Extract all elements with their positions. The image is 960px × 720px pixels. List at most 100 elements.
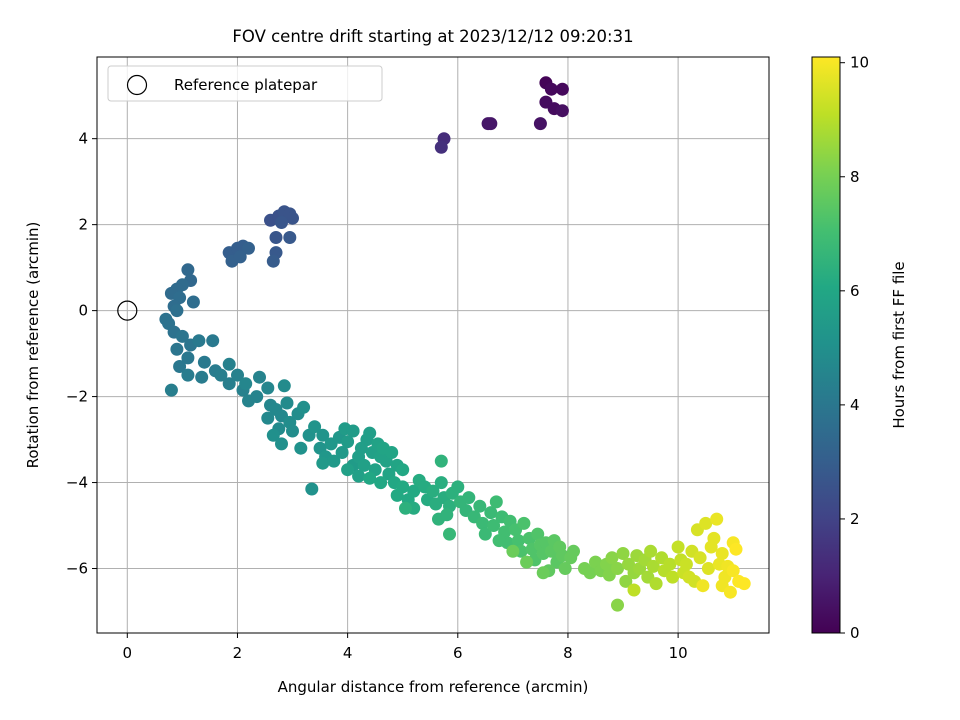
data-point — [671, 540, 685, 554]
data-point — [707, 531, 721, 545]
data-point — [222, 357, 236, 371]
data-point — [696, 579, 710, 593]
data-point — [611, 598, 624, 612]
x-axis-label: Angular distance from reference (arcmin) — [278, 678, 589, 696]
data-point — [181, 368, 195, 382]
data-point — [308, 420, 322, 434]
data-point — [195, 370, 209, 384]
data-point — [294, 441, 308, 455]
data-point — [627, 583, 641, 597]
data-point — [286, 424, 299, 438]
data-point — [666, 570, 680, 584]
colorbar-gradient — [811, 56, 841, 634]
data-point — [233, 250, 247, 264]
data-point — [517, 516, 531, 530]
data-point — [253, 370, 266, 384]
data-point — [374, 476, 388, 490]
data-point — [222, 377, 236, 391]
data-point — [275, 216, 288, 229]
y-tick-label: −2 — [66, 388, 88, 406]
data-point — [341, 463, 355, 477]
data-point — [192, 334, 206, 348]
data-point — [682, 570, 696, 584]
data-point — [175, 329, 189, 343]
data-point — [679, 557, 693, 571]
data-point — [649, 577, 663, 591]
data-point — [335, 446, 349, 459]
data-point — [239, 377, 253, 391]
data-point — [544, 82, 558, 96]
data-point — [164, 383, 178, 397]
data-point — [443, 527, 456, 541]
legend-marker-icon — [126, 74, 148, 96]
colorbar-tick-label: 2 — [850, 510, 860, 528]
y-tick-label: −6 — [66, 560, 88, 578]
plot-frame — [96, 56, 770, 634]
data-point — [646, 559, 660, 573]
data-point — [611, 562, 624, 575]
data-point — [214, 368, 228, 382]
x-tick-label: 4 — [343, 644, 353, 662]
y-tick-label: 2 — [78, 216, 88, 234]
data-point — [451, 480, 465, 494]
data-point — [250, 390, 264, 404]
data-point — [663, 557, 677, 571]
data-point — [710, 512, 724, 526]
y-tick-label: −4 — [66, 474, 88, 492]
data-point — [266, 254, 280, 268]
data-point — [473, 499, 487, 513]
data-point — [181, 263, 195, 277]
data-point — [283, 231, 297, 244]
data-point — [489, 495, 503, 509]
data-point — [699, 516, 713, 530]
y-axis-label: Rotation from reference (arcmin) — [24, 222, 42, 469]
data-point — [305, 482, 319, 496]
data-point — [520, 555, 534, 569]
data-point — [286, 211, 299, 225]
data-point — [555, 82, 569, 96]
data-point — [506, 544, 520, 558]
data-point — [605, 551, 619, 565]
y-axis-ticks: −6 −4 −2 0 2 4 — [66, 130, 97, 578]
x-tick-label: 6 — [453, 644, 463, 662]
data-point — [533, 117, 547, 131]
data-point — [242, 241, 255, 255]
data-point — [723, 585, 737, 599]
data-point — [206, 334, 220, 348]
data-point — [555, 104, 569, 118]
reference-point-marker — [117, 300, 138, 321]
data-point — [484, 117, 498, 131]
data-point — [316, 428, 330, 442]
data-point — [476, 516, 490, 530]
colorbar-tick-label: 6 — [850, 282, 860, 300]
data-point — [567, 544, 580, 558]
data-point — [619, 574, 633, 588]
x-tick-label: 0 — [123, 644, 133, 662]
data-point — [644, 544, 658, 558]
data-point — [266, 428, 280, 442]
data-point — [346, 424, 360, 438]
data-point — [399, 501, 412, 515]
data-point — [531, 527, 545, 541]
data-point — [558, 562, 572, 575]
reference-marker-group — [117, 300, 138, 321]
data-point — [715, 547, 729, 560]
data-point — [170, 342, 184, 356]
data-point — [173, 360, 187, 373]
data-point — [363, 471, 377, 485]
data-point — [269, 231, 283, 244]
data-point — [261, 411, 275, 425]
colorbar-ticks: 0 2 4 6 8 10 — [840, 54, 869, 642]
data-point — [231, 368, 244, 382]
colorbar-tick-label: 4 — [850, 396, 860, 414]
data-point — [426, 484, 440, 498]
x-tick-label: 10 — [669, 644, 688, 662]
data-point — [363, 426, 377, 440]
data-point — [726, 564, 740, 578]
data-point — [327, 454, 341, 468]
data-point — [385, 446, 399, 459]
y-tick-label: 4 — [78, 130, 88, 148]
data-point — [280, 396, 294, 410]
data-point — [186, 295, 200, 309]
data-point — [440, 508, 454, 522]
